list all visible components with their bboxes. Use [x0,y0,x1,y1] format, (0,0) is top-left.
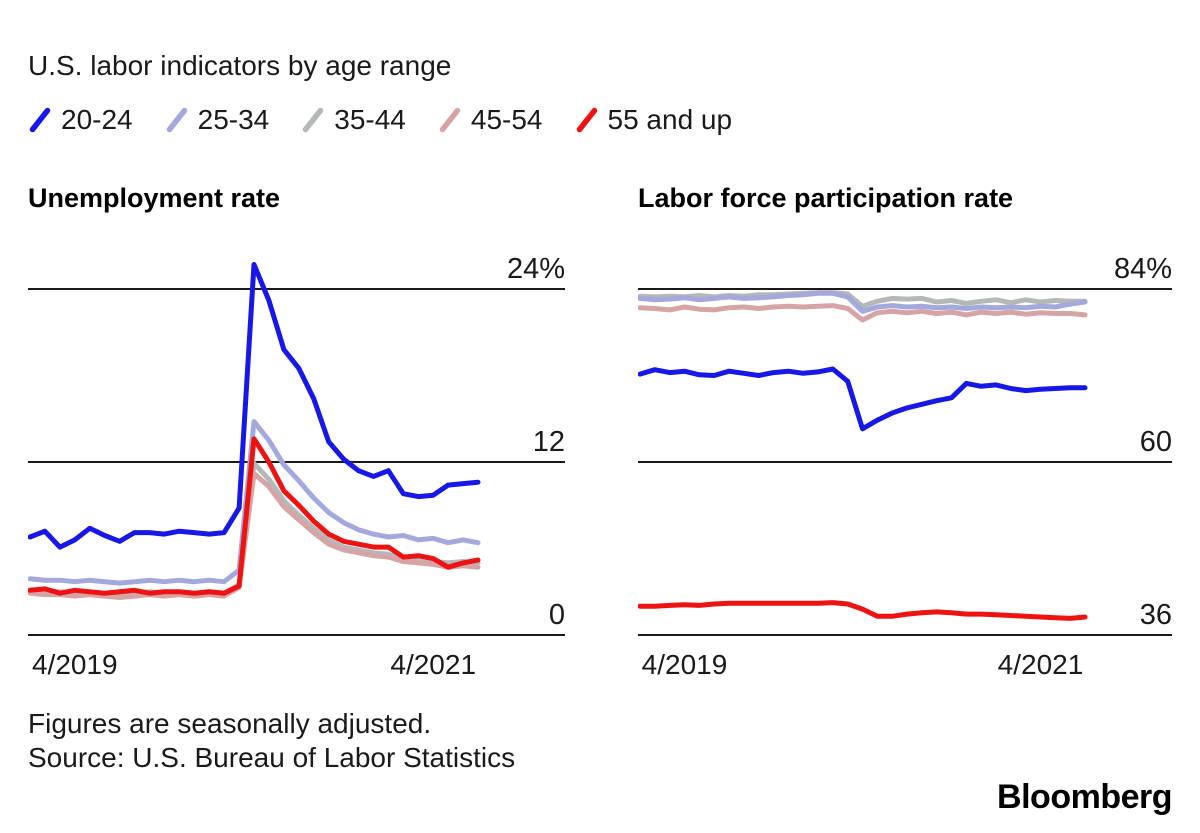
legend-swatch-icon [166,107,187,133]
legend-label: 45-54 [470,104,543,135]
y-axis-label: 12 [533,426,565,458]
legend-item-55-and-up: 55 and up [575,104,733,136]
series-line-55-and-up [28,436,481,596]
legend-label: 25-34 [197,104,270,135]
footnote: Figures are seasonally adjusted. Source:… [28,707,515,775]
legend-swatch-icon [439,107,461,133]
series-line-55-and-up [638,600,1088,621]
legend-swatch-icon [576,107,597,133]
y-axis-label: 84% [1114,253,1172,285]
page-title: U.S. labor indicators by age range [28,50,452,81]
series-line-25-34 [28,419,481,586]
x-axis-tick-label: 4/2019 [642,649,728,680]
legend-label: 55 and up [607,104,733,135]
series-line-45-54 [638,303,1088,323]
unemployment-rate-chart: 24% 12 0 4/2019 4/2021 [28,253,565,680]
x-axis-tick-label: 4/2019 [32,649,118,680]
series-line-45-54 [28,471,481,600]
x-axis-tick-label: 4/2021 [390,649,476,680]
legend-label: 35-44 [334,104,406,135]
legend-item-35-44: 35-44 [301,104,406,136]
participation-chart-title: Labor force participation rate [638,183,1014,213]
y-axis-label: 60 [1140,426,1172,458]
legend-swatch-icon [29,107,51,133]
legend-item-20-24: 20-24 [28,104,133,136]
x-axis-tick-label: 4/2021 [998,649,1084,680]
footnote-line-1: Figures are seasonally adjusted. [28,708,432,739]
series-line-20-24 [638,366,1088,432]
y-axis-label: 36 [1140,599,1172,631]
labor-force-participation-chart: 84% 60 36 4/2019 4/2021 [638,253,1172,680]
legend-swatch-icon [303,107,324,133]
series-line-25-34 [638,290,1088,314]
legend-item-25-34: 25-34 [165,104,270,136]
legend-item-45-54: 45-54 [438,104,543,136]
legend: 20-24 25-34 35-44 45-54 55 and up [28,104,732,136]
y-axis-label: 0 [549,599,565,631]
unemployment-chart-title: Unemployment rate [28,183,281,213]
bloomberg-logo: Bloomberg [997,778,1172,816]
series-line-20-24 [28,262,481,550]
y-axis-label: 24% [507,253,565,285]
legend-label: 20-24 [61,104,133,135]
footnote-line-2: Source: U.S. Bureau of Labor Statistics [28,742,516,773]
